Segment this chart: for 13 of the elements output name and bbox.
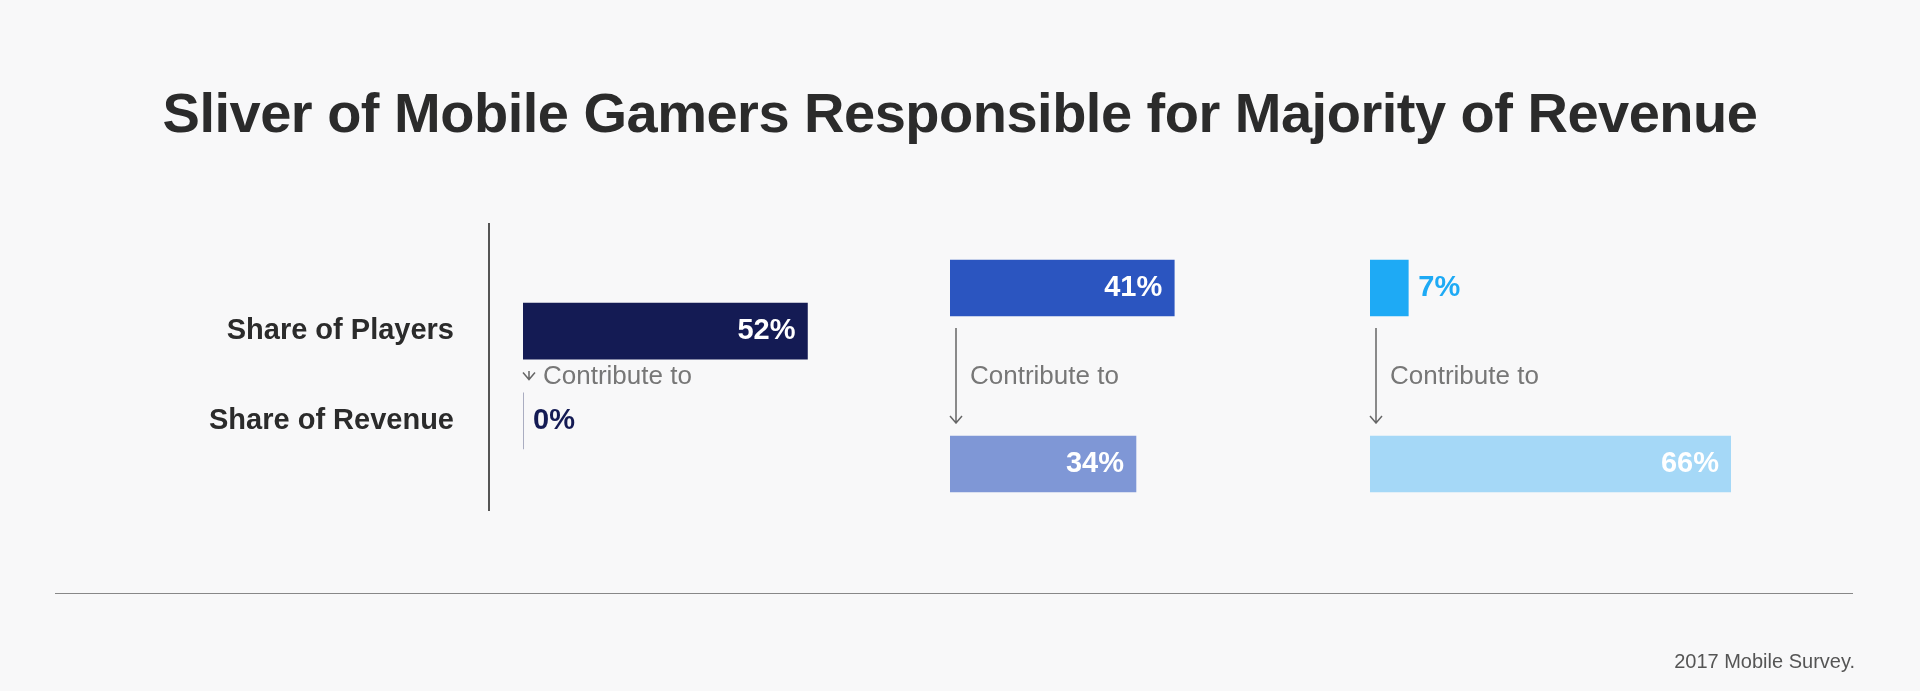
y-tick-label: Share of Players (226, 313, 455, 346)
data-label: 7% (1418, 270, 1461, 302)
data-label: 41% (1104, 270, 1163, 302)
text: 2017 Mobile Survey. (1674, 650, 1855, 673)
data-label: 66% (1660, 446, 1720, 478)
y-tick-label: Share of Revenue (209, 402, 455, 435)
data-label: 34% (1065, 446, 1125, 478)
annotation: Contribute to (543, 360, 692, 391)
annotation: Contribute to (970, 360, 1119, 391)
text: Sliver of Mobile Gamers Responsible for Majority of Revenue (161, 80, 1759, 145)
annotation: Contribute to (1390, 360, 1539, 391)
data-label: 52% (737, 313, 796, 346)
data-label: 0% (533, 402, 576, 435)
